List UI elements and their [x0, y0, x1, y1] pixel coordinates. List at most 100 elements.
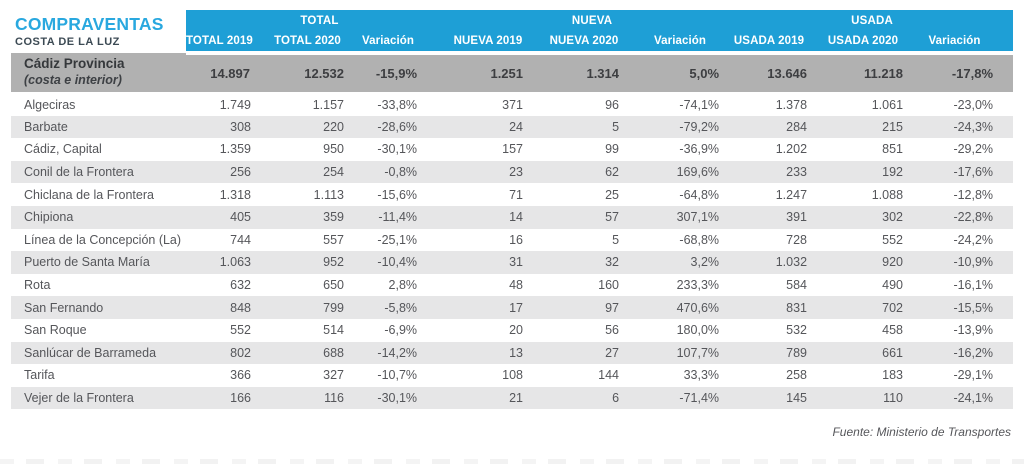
cell-value: 183 [882, 368, 904, 383]
province-value-7: 13.646 [731, 53, 824, 95]
table-row: Chiclana de la Frontera 1.318 1.113 -15,6% 7… [11, 183, 1013, 206]
group-header-row: COMPRAVENTAS COSTA DE LA LUZ TOTAL NUEVA… [11, 10, 1014, 53]
column-header-7: USADA 2019 [731, 31, 824, 55]
cell-value: 13 [453, 341, 550, 365]
cell-value: 1.359 [219, 142, 251, 157]
cell-value: 169,6% [641, 160, 732, 184]
cell-value: 3,2% [641, 251, 732, 274]
cell-value: 5 [612, 232, 620, 247]
cell-value: -36,9% [679, 142, 720, 157]
cell-value: -64,8% [679, 187, 720, 202]
cell-value: 31 [453, 251, 550, 274]
cell-value: 1.247 [775, 187, 808, 202]
municipality-name: Vejer de la Frontera [11, 386, 186, 410]
cell-value: 1.063 [186, 251, 271, 274]
municipality-name: Sanlúcar de Barrameda [11, 341, 186, 365]
table-row: Barbate 308 220 -28,6% 24 5 -79,2% 284 215 -24,3% [11, 115, 1014, 139]
cell-value: -29,1% [953, 368, 994, 383]
cell-value: 391 [731, 205, 824, 229]
cell-value: -23,0% [953, 98, 994, 113]
cell-value: 160 [598, 278, 620, 293]
cell-value: 71 [509, 187, 524, 202]
table-row: Vejer de la Frontera 166 116 -30,1% 21 6 -71,4… [11, 386, 1014, 410]
cell-value: 233,3% [676, 278, 720, 293]
table-row: Línea de la Concepción (La) 744 557 -25,1% 1… [11, 229, 1013, 252]
cell-value: 1.088 [871, 187, 904, 202]
cell-value: 552 [230, 323, 251, 338]
cell-value: 116 [271, 386, 359, 410]
table-body: Cádiz Provincia (costa e interior) 14.897 1… [11, 53, 1014, 410]
cell-value: 470,6% [641, 296, 732, 319]
column-header-8: USADA 2020 [823, 31, 917, 55]
cell-value: 108 [502, 368, 524, 383]
cell-value: 490 [882, 278, 904, 293]
table-row: Cádiz, Capital 1.359 950 -30,1% 157 99 -36,9% 1… [11, 138, 1013, 161]
table-row: Algeciras 1.749 1.157 -33,8% 371 96 -74,1% 1.37… [11, 93, 1013, 116]
cell-value: 1.378 [775, 98, 808, 113]
page-title: COMPRAVENTAS [15, 14, 164, 34]
cell-value: -25,1% [377, 232, 418, 247]
cell-value: -74,1% [679, 98, 720, 113]
cell-value: 728 [786, 232, 808, 247]
municipality-name: Línea de la Concepción (La) [24, 232, 182, 247]
cell-value: -6,9% [384, 323, 418, 338]
cell-value: 1.318 [219, 187, 251, 202]
column-header-9: Variación [916, 31, 1014, 55]
cell-value: 14 [453, 205, 550, 229]
cell-value: 702 [823, 296, 917, 319]
cell-value: 110 [823, 386, 917, 410]
cell-value: 192 [823, 160, 917, 184]
cell-value: 32 [549, 251, 642, 274]
cell-value: -68,8% [679, 232, 720, 247]
cell-value: 99 [605, 142, 620, 157]
cell-value: 950 [323, 142, 344, 157]
table-row: Rota 632 650 2,8% 48 160 233,3% 584 490 -16,1% [11, 274, 1013, 297]
cell-value: 145 [731, 386, 824, 410]
cell-value: 302 [823, 205, 917, 229]
cell-value: 789 [731, 341, 824, 365]
municipality-name: San Roque [24, 323, 87, 338]
municipality-name: Chiclana de la Frontera [24, 187, 154, 202]
province-value-1: 14.897 [186, 53, 271, 95]
column-header-3: Variación [359, 31, 454, 55]
municipality-name: Barbate [11, 115, 186, 139]
cell-value: -17,6% [916, 160, 1014, 184]
group-header-usada: USADA [731, 10, 1014, 31]
municipality-name: Chipiona [11, 205, 186, 229]
province-subname: (costa e interior) [24, 73, 122, 88]
cell-value: 952 [271, 251, 359, 274]
cell-value: -14,2% [359, 341, 454, 365]
cell-value: 6 [549, 386, 642, 410]
province-value-6: 5,0% [641, 53, 732, 95]
cell-value: 2,8% [388, 278, 418, 293]
cell-value: 144 [598, 368, 620, 383]
column-header-6: Variación [641, 31, 732, 55]
cell-value: 33,3% [683, 368, 720, 383]
cell-value: 258 [786, 368, 808, 383]
column-header-1: TOTAL 2019 [186, 31, 271, 55]
municipality-name: San Fernando [11, 296, 186, 319]
cell-value: -15,6% [377, 187, 418, 202]
province-name: Cádiz Provincia [24, 56, 125, 72]
cell-value: 366 [230, 368, 251, 383]
cell-value: 16 [509, 232, 524, 247]
cell-value: 1.157 [312, 98, 344, 113]
cell-value: -30,1% [359, 386, 454, 410]
cell-value: 532 [786, 323, 808, 338]
page-subtitle: COSTA DE LA LUZ [15, 36, 120, 49]
cell-value: 215 [823, 115, 917, 139]
cell-value: 1.113 [313, 187, 344, 202]
cell-value: 96 [605, 98, 620, 113]
cell-value: 661 [823, 341, 917, 365]
cell-value: 405 [186, 205, 271, 229]
cell-value: 308 [186, 115, 271, 139]
cell-value: 920 [823, 251, 917, 274]
municipality-name: Cádiz, Capital [24, 142, 102, 157]
cell-value: 632 [230, 278, 251, 293]
municipality-name: Puerto de Santa María [11, 251, 186, 274]
cell-value: -24,2% [953, 232, 994, 247]
cell-value: 688 [271, 341, 359, 365]
cell-value: -10,7% [377, 368, 418, 383]
municipality-name: Conil de la Frontera [11, 160, 186, 184]
cell-value: 744 [230, 232, 251, 247]
